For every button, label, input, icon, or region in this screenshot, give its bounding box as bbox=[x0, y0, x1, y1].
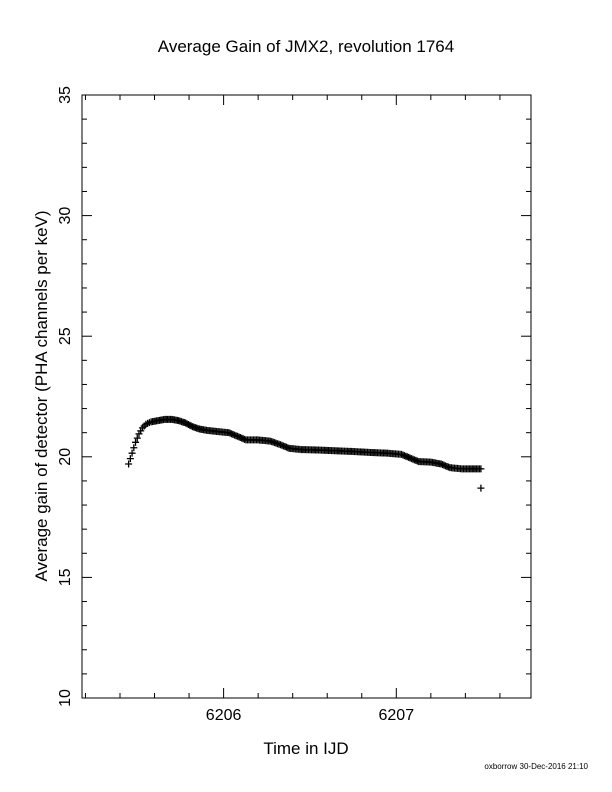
y-tick-label: 35 bbox=[57, 86, 74, 104]
data-point bbox=[126, 455, 134, 463]
data-point bbox=[133, 434, 141, 442]
x-axis-tick-labels: 6206 6207 bbox=[206, 707, 414, 724]
x-axis-label: Time in IJD bbox=[263, 739, 348, 758]
credit-stamp: oxborrow 30-Dec-2016 21:10 bbox=[484, 762, 588, 771]
data-point bbox=[477, 484, 485, 492]
chart-title: Average Gain of JMX2, revolution 1764 bbox=[158, 37, 454, 56]
x-tick-label: 6207 bbox=[379, 707, 415, 724]
y-tick-label: 15 bbox=[57, 568, 74, 586]
y-tick-label: 25 bbox=[57, 327, 74, 345]
y-tick-label: 30 bbox=[57, 207, 74, 225]
data-point bbox=[145, 419, 153, 427]
y-axis-tick-labels: 10 15 20 25 30 35 bbox=[57, 86, 74, 707]
data-point bbox=[125, 460, 133, 468]
y-axis-label: Average gain of detector (PHA channels p… bbox=[32, 210, 51, 581]
data-point bbox=[477, 465, 485, 473]
data-point bbox=[132, 438, 140, 446]
x-axis-ticks bbox=[84, 95, 501, 698]
data-point bbox=[128, 449, 136, 457]
y-axis-ticks bbox=[82, 94, 531, 699]
y-tick-label: 10 bbox=[57, 689, 74, 707]
y-tick-label: 20 bbox=[57, 448, 74, 466]
data-points bbox=[125, 415, 485, 492]
plot-frame bbox=[81, 94, 532, 699]
data-point bbox=[130, 444, 138, 452]
x-tick-label: 6206 bbox=[206, 707, 242, 724]
